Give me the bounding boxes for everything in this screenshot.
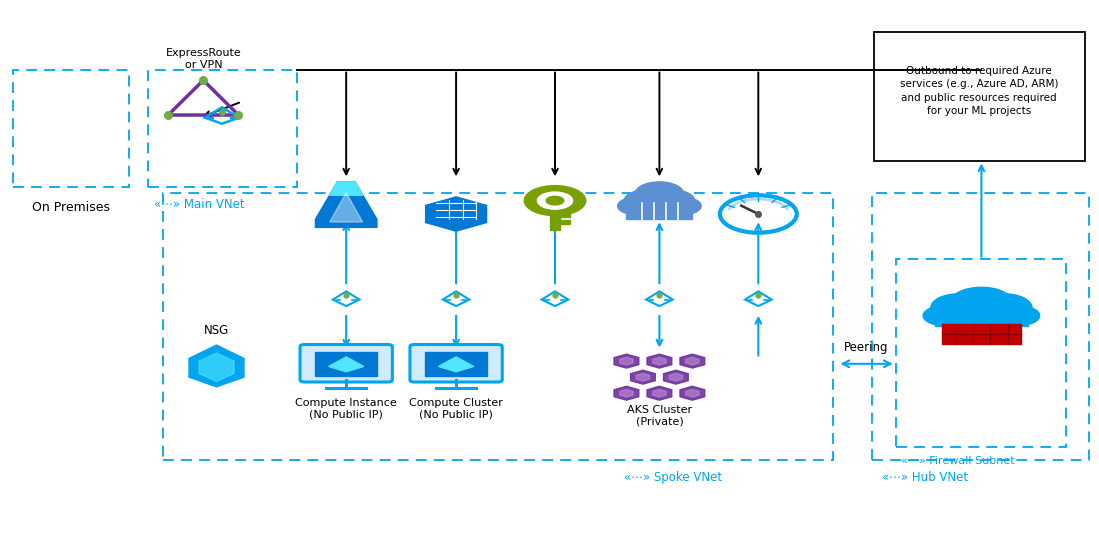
Circle shape [546,196,564,205]
Polygon shape [620,357,633,365]
Circle shape [524,186,586,216]
Polygon shape [631,370,655,384]
Polygon shape [653,389,666,397]
Circle shape [951,287,1012,317]
Polygon shape [329,357,364,372]
Text: «⋯» Main VNet: «⋯» Main VNet [154,198,244,211]
Polygon shape [680,386,704,400]
Polygon shape [669,373,682,381]
Circle shape [666,197,701,215]
Text: «⋯» Spoke VNet: «⋯» Spoke VNet [624,471,722,484]
Bar [935,313,1028,326]
Circle shape [537,192,573,209]
Polygon shape [330,182,363,195]
Bar [896,259,1066,447]
Polygon shape [620,389,633,397]
Polygon shape [189,345,244,387]
Polygon shape [653,357,666,365]
Polygon shape [315,182,377,227]
Polygon shape [199,353,234,381]
Text: «⋯» Firewall Subnet: «⋯» Firewall Subnet [901,456,1014,467]
Bar [560,213,570,217]
Polygon shape [686,389,699,397]
Text: Compute Instance
(No Public IP): Compute Instance (No Public IP) [296,398,397,419]
Polygon shape [680,354,704,368]
Circle shape [923,306,963,325]
FancyBboxPatch shape [300,345,392,382]
Polygon shape [636,373,650,381]
Bar [315,352,377,376]
Polygon shape [614,354,639,368]
Circle shape [1000,306,1040,325]
Polygon shape [330,193,363,222]
Text: Peering: Peering [844,341,889,354]
Bar [148,70,297,187]
Circle shape [975,294,1032,322]
Bar [874,32,1085,160]
Text: AKS Cluster
(Private): AKS Cluster (Private) [626,405,692,426]
Bar [942,324,1021,344]
Polygon shape [647,354,671,368]
Bar [425,352,487,376]
Circle shape [618,197,653,215]
Polygon shape [425,197,487,231]
Circle shape [651,190,695,211]
Text: ExpressRoute
or VPN: ExpressRoute or VPN [166,48,241,70]
Text: «⋯» Hub VNet: «⋯» Hub VNet [882,471,968,484]
Polygon shape [686,357,699,365]
Bar [626,203,692,219]
Circle shape [635,182,684,205]
Polygon shape [647,386,671,400]
Bar [560,220,570,224]
Polygon shape [664,370,688,384]
Bar [872,193,1089,460]
Polygon shape [614,386,639,400]
Circle shape [624,190,668,211]
Text: On Premises: On Premises [32,201,110,213]
Text: Outbound to required Azure
services (e.g., Azure AD, ARM)
and public resources r: Outbound to required Azure services (e.g… [900,66,1058,116]
Bar [550,203,560,230]
Text: NSG: NSG [204,324,229,337]
Bar [13,70,129,187]
Circle shape [931,294,988,322]
Text: Compute Cluster
(No Public IP): Compute Cluster (No Public IP) [409,398,503,419]
Bar [163,193,833,460]
FancyBboxPatch shape [410,345,502,382]
Polygon shape [439,357,474,372]
